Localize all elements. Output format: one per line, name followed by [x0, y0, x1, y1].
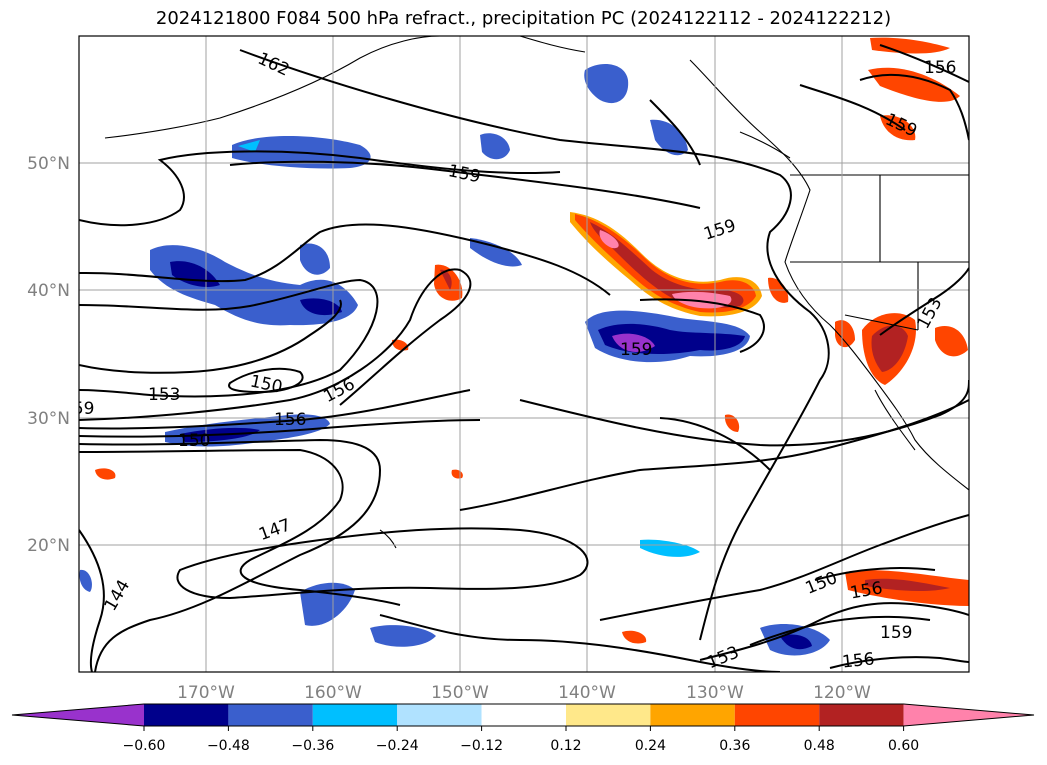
colorbar-tick-label: 0.12 [550, 738, 581, 754]
lat-label: 50°N [27, 154, 70, 174]
colorbar-segment [481, 704, 566, 726]
contour-label: 159 [880, 623, 912, 643]
map-frame [78, 35, 970, 673]
contour-label: 156 [274, 410, 306, 430]
colorbar-tick-label: 0.60 [888, 738, 919, 754]
lon-label: 120°W [813, 683, 871, 703]
colorbar-tick-label: 0.48 [804, 738, 835, 754]
colorbar-segment [650, 704, 735, 726]
lat-label: 20°N [27, 536, 70, 556]
contour-label: 156 [841, 649, 875, 672]
lon-label: 140°W [558, 683, 616, 703]
colorbar-segment [819, 704, 904, 726]
graticule [79, 36, 969, 672]
colorbar-tick-label: −0.36 [291, 738, 334, 754]
colorbar-tick-label: −0.48 [207, 738, 250, 754]
colorbar-tick-label: −0.60 [123, 738, 166, 754]
colorbar-tick-label: 0.24 [635, 738, 666, 754]
colorbar-tick-labels: −0.60 −0.48 −0.36 −0.24 −0.12 0.12 0.24 … [123, 738, 920, 754]
contour-label: 150 [178, 431, 210, 451]
lat-label: 30°N [27, 409, 70, 429]
colorbar-segment [734, 704, 820, 726]
contour-label: 159 [620, 340, 652, 360]
colorbar-segment [12, 704, 144, 726]
lon-label: 130°W [686, 683, 744, 703]
colorbar-tick-label: 0.36 [719, 738, 750, 754]
colorbar-segment [903, 704, 1034, 726]
colorbar-ticks [143, 726, 905, 731]
map-title: 2024121800 F084 500 hPa refract., precip… [155, 8, 892, 29]
lon-label: 170°W [177, 683, 235, 703]
lon-label: 150°W [431, 683, 489, 703]
coastlines [104, 36, 969, 549]
lat-label: 40°N [27, 281, 70, 301]
lon-label: 160°W [304, 683, 362, 703]
colorbar-segment [144, 704, 229, 726]
contour-label: 153 [148, 385, 180, 405]
refractivity-contours [79, 44, 969, 672]
colorbar: −0.60 −0.48 −0.36 −0.24 −0.12 0.12 0.24 … [11, 703, 1035, 754]
contour-label: 156 [924, 58, 956, 78]
colorbar-segment [228, 704, 313, 726]
longitude-labels: 170°W 160°W 150°W 140°W 130°W 120°W [177, 683, 871, 703]
colorbar-tick-label: −0.12 [460, 738, 503, 754]
colorbar-tick-label: −0.24 [376, 738, 419, 754]
contour-label: 159 [62, 399, 94, 419]
map-plot-area: 162 156 159 159 159 153 153 150 156 159 … [62, 36, 969, 672]
colorbar-segment [566, 704, 651, 726]
latitude-labels: 50°N 40°N 30°N 20°N [27, 154, 70, 556]
colorbar-segment [312, 704, 398, 726]
colorbar-segment [397, 704, 482, 726]
